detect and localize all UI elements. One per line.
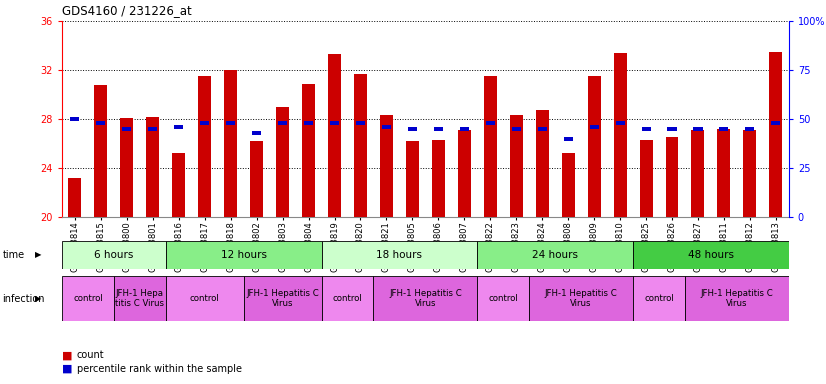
Bar	[94, 85, 107, 217]
Bar	[667, 127, 676, 131]
Bar	[769, 52, 782, 217]
Text: infection: infection	[2, 293, 45, 304]
Bar	[226, 121, 235, 125]
Bar	[97, 121, 106, 125]
Bar	[174, 125, 183, 129]
Bar	[408, 127, 417, 131]
Text: 12 hours: 12 hours	[221, 250, 267, 260]
Bar	[373, 276, 477, 321]
Bar	[685, 276, 789, 321]
Bar	[718, 129, 730, 217]
Bar	[691, 130, 705, 217]
Text: ■: ■	[62, 350, 73, 360]
Bar	[278, 121, 287, 125]
Bar	[633, 241, 789, 269]
Text: control: control	[333, 294, 363, 303]
Bar	[666, 137, 678, 217]
Bar	[406, 141, 419, 217]
Bar	[330, 121, 339, 125]
Bar	[477, 241, 633, 269]
Bar	[252, 131, 261, 135]
Bar	[69, 178, 82, 217]
Bar	[510, 115, 523, 217]
Bar	[380, 115, 393, 217]
Bar	[146, 117, 159, 217]
Bar	[633, 276, 685, 321]
Text: percentile rank within the sample: percentile rank within the sample	[77, 364, 242, 374]
Text: JFH-1 Hepa
titis C Virus: JFH-1 Hepa titis C Virus	[116, 289, 164, 308]
Bar	[719, 127, 729, 131]
Bar	[122, 127, 131, 131]
Bar	[484, 76, 496, 217]
Text: count: count	[77, 350, 104, 360]
Text: control: control	[488, 294, 518, 303]
Bar	[121, 118, 133, 217]
Bar	[149, 127, 158, 131]
Text: control: control	[73, 294, 102, 303]
Text: JFH-1 Hepatitis C
Virus: JFH-1 Hepatitis C Virus	[545, 289, 618, 308]
Bar	[321, 241, 477, 269]
Text: control: control	[644, 294, 674, 303]
Bar	[511, 127, 520, 131]
Bar	[321, 276, 373, 321]
Bar	[166, 241, 321, 269]
Bar	[200, 121, 209, 125]
Bar	[587, 76, 601, 217]
Text: ▶: ▶	[35, 294, 41, 303]
Text: 6 hours: 6 hours	[94, 250, 134, 260]
Bar	[562, 153, 575, 217]
Bar	[563, 137, 572, 141]
Bar	[382, 125, 391, 129]
Bar	[354, 74, 367, 217]
Bar	[62, 241, 166, 269]
Bar	[477, 276, 529, 321]
Text: time: time	[2, 250, 25, 260]
Bar	[250, 141, 263, 217]
Bar	[114, 276, 166, 321]
Bar	[614, 53, 627, 217]
Bar	[276, 107, 289, 217]
Text: JFH-1 Hepatitis C
Virus: JFH-1 Hepatitis C Virus	[246, 289, 319, 308]
Bar	[590, 125, 599, 129]
Bar	[244, 276, 321, 321]
Bar	[304, 121, 313, 125]
Bar	[302, 84, 315, 217]
Text: JFH-1 Hepatitis C
Virus: JFH-1 Hepatitis C Virus	[700, 289, 773, 308]
Bar	[356, 121, 365, 125]
Bar	[486, 121, 495, 125]
Bar	[70, 117, 79, 121]
Bar	[771, 121, 781, 125]
Bar	[62, 276, 114, 321]
Bar	[328, 54, 341, 217]
Bar	[536, 111, 548, 217]
Bar	[224, 70, 237, 217]
Bar	[529, 276, 633, 321]
Text: ■: ■	[62, 364, 73, 374]
Bar	[642, 127, 651, 131]
Bar	[743, 130, 757, 217]
Bar	[458, 130, 471, 217]
Text: ▶: ▶	[35, 250, 41, 260]
Text: JFH-1 Hepatitis C
Virus: JFH-1 Hepatitis C Virus	[389, 289, 462, 308]
Bar	[434, 127, 443, 131]
Text: control: control	[190, 294, 220, 303]
Bar	[745, 127, 754, 131]
Bar	[166, 276, 244, 321]
Text: GDS4160 / 231226_at: GDS4160 / 231226_at	[62, 4, 192, 17]
Text: 18 hours: 18 hours	[377, 250, 422, 260]
Bar	[460, 127, 469, 131]
Bar	[432, 140, 445, 217]
Bar	[198, 76, 211, 217]
Bar	[639, 140, 653, 217]
Text: 48 hours: 48 hours	[688, 250, 734, 260]
Bar	[538, 127, 547, 131]
Bar	[173, 153, 185, 217]
Text: 24 hours: 24 hours	[532, 250, 578, 260]
Bar	[693, 127, 702, 131]
Bar	[615, 121, 624, 125]
